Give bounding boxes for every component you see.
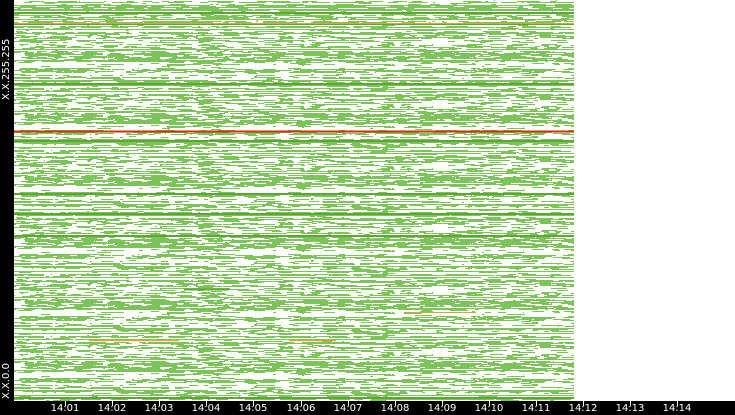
time-tick-label: 14:04 <box>191 403 221 414</box>
time-tick <box>206 401 207 406</box>
empty-time-region <box>574 0 735 401</box>
time-tick <box>442 401 443 406</box>
time-tick <box>348 401 349 406</box>
time-tick-label: 14:05 <box>238 403 268 414</box>
y-axis-bottom-label: X.X.0.0 <box>1 363 12 399</box>
time-tick-label: 14:07 <box>333 403 363 414</box>
time-tick <box>159 401 160 406</box>
time-tick-label: 14:03 <box>144 403 174 414</box>
time-tick-label: 14:09 <box>427 403 457 414</box>
time-tick-label: 14:02 <box>97 403 127 414</box>
time-tick-label: 14:06 <box>286 403 316 414</box>
time-tick-label: 14:12 <box>568 403 598 414</box>
time-tick-label: 14:08 <box>380 403 410 414</box>
traffic-scatter-canvas <box>14 0 574 401</box>
time-tick-label: 14:11 <box>521 403 551 414</box>
time-tick <box>253 401 254 406</box>
time-tick <box>301 401 302 406</box>
time-tick <box>630 401 631 406</box>
traffic-plot-area[interactable] <box>14 0 574 401</box>
time-axis: 14:01 14:02 14:03 14:04 14:05 14:06 14:07 14:08… <box>0 401 735 415</box>
time-tick <box>536 401 537 406</box>
time-tick <box>65 401 66 406</box>
time-tick <box>112 401 113 406</box>
time-tick <box>677 401 678 406</box>
y-axis-top-label: X.X.255.255 <box>1 38 12 100</box>
time-tick-label: 14:10 <box>474 403 504 414</box>
time-tick-label: 14:14 <box>662 403 692 414</box>
time-tick <box>395 401 396 406</box>
time-tick-label: 14:13 <box>615 403 645 414</box>
time-tick <box>583 401 584 406</box>
y-axis: X.X.255.255 X.X.0.0 <box>0 0 14 401</box>
time-tick <box>489 401 490 406</box>
time-tick-label: 14:01 <box>50 403 80 414</box>
